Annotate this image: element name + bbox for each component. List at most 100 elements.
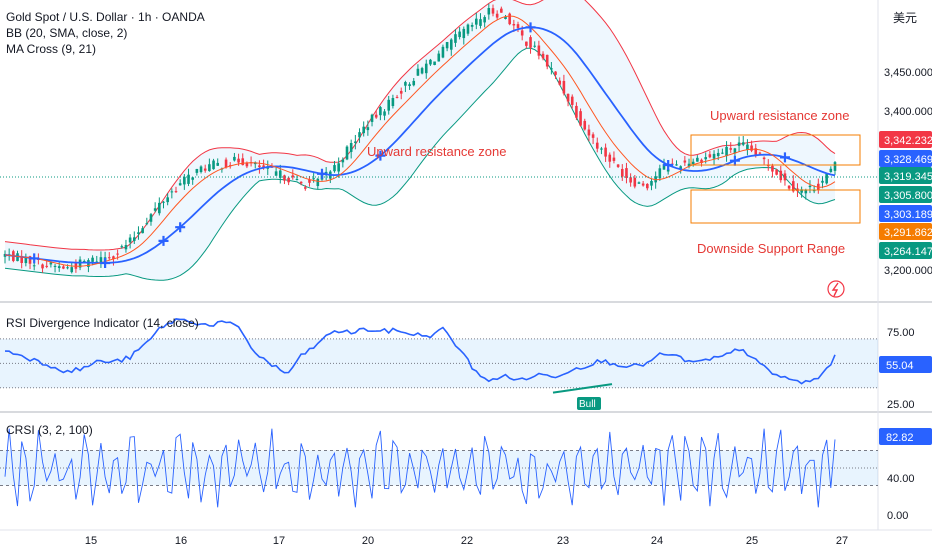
ma-cross-indicator-label[interactable]: MA Cross (9, 21)	[6, 42, 97, 56]
currency-button[interactable]: 美元	[892, 11, 917, 25]
symbol-title[interactable]: Gold Spot / U.S. Dollar · 1h · OANDA	[6, 10, 205, 24]
crsi-tick-label: 0.00	[887, 510, 908, 522]
candle-body	[116, 253, 119, 255]
candle-body	[437, 53, 441, 62]
candle-body	[187, 174, 190, 184]
candle-body	[420, 68, 424, 74]
candle-body	[199, 166, 203, 173]
candle-body	[508, 13, 511, 25]
candle-body	[516, 24, 520, 28]
candle-body	[616, 164, 620, 167]
candle-body	[333, 165, 336, 172]
ma-cross-marker	[525, 22, 536, 33]
candle-body	[758, 152, 762, 154]
candle-body	[737, 142, 741, 146]
bull-badge	[577, 397, 601, 410]
lightning-bolt-icon	[831, 282, 839, 297]
crsi-value-text: 82.82	[886, 432, 914, 444]
candle-body	[70, 267, 74, 273]
candle-body	[137, 232, 140, 234]
candle-body	[28, 256, 32, 264]
candle-body	[625, 168, 628, 178]
candle-body	[212, 160, 215, 170]
candle-body	[504, 16, 507, 20]
candle-body	[283, 175, 286, 181]
candle-body	[746, 144, 749, 150]
crsi-tick-label: 40.00	[887, 473, 915, 485]
candle-body	[646, 183, 649, 189]
candle-body	[821, 180, 824, 183]
candle-body	[383, 111, 386, 116]
candle-body	[600, 148, 603, 150]
candle-body	[362, 126, 365, 134]
candle-body	[95, 261, 99, 263]
rsi-tick-label: 75.00	[887, 327, 915, 339]
bollinger-lower-band	[4, 47, 836, 281]
candle-body	[825, 173, 828, 184]
candle-body	[304, 187, 307, 189]
candle-body	[721, 152, 724, 154]
time-tick-label: 20	[362, 535, 374, 547]
candle-body	[191, 177, 194, 180]
candle-body	[679, 166, 682, 169]
candle-body	[554, 71, 557, 75]
ma-fast-line	[4, 15, 836, 267]
candle-body	[829, 168, 833, 172]
candle-body	[312, 178, 315, 180]
candle-body	[675, 164, 678, 166]
candle-body	[358, 132, 361, 138]
candle-body	[141, 228, 144, 234]
lightning-icon	[827, 280, 845, 298]
candle-body	[762, 157, 766, 160]
candle-body	[771, 165, 774, 172]
crsi-line	[4, 428, 836, 508]
price-label-box	[879, 242, 932, 259]
price-label-text: 3,328.469	[884, 154, 932, 166]
candle-body	[91, 257, 94, 262]
candle-body	[633, 177, 637, 187]
time-tick-label: 27	[836, 535, 848, 547]
candle-body	[174, 191, 178, 193]
candle-body	[541, 53, 545, 59]
candle-body	[158, 202, 161, 214]
candle-body	[775, 169, 778, 175]
bollinger-band-fill	[5, 0, 835, 281]
candle-body	[483, 17, 486, 23]
candle-body	[107, 257, 111, 259]
rsi-legend: RSI Divergence Indicator (14, close)	[6, 315, 199, 331]
bull-badge-text: Bull	[579, 399, 596, 410]
candle-body	[545, 54, 549, 67]
candle-body	[429, 59, 432, 65]
ma-cross-marker	[779, 152, 790, 163]
candle-body	[341, 159, 345, 163]
candle-body	[374, 114, 378, 118]
price-label-text: 3,305.800	[884, 190, 932, 202]
rsi-value-text: 55.04	[886, 360, 914, 372]
ma-cross-marker	[729, 155, 740, 166]
candle-body	[308, 179, 311, 183]
candle-body	[466, 24, 470, 34]
candle-body	[500, 8, 503, 13]
candle-body	[412, 80, 416, 86]
time-tick-label: 16	[175, 535, 187, 547]
candle-body	[725, 146, 728, 157]
crsi-value-box	[879, 428, 932, 445]
candle-body	[366, 127, 370, 131]
candle-body	[20, 256, 23, 263]
price-label-box	[879, 186, 932, 203]
candle-body	[604, 147, 607, 157]
candle-body	[666, 169, 670, 172]
crsi-indicator-label[interactable]: CRSI (3, 2, 100)	[6, 423, 93, 437]
bull-divergence-line	[552, 383, 613, 394]
price-label-text: 3,319.345	[884, 171, 932, 183]
candle-body	[650, 180, 653, 186]
candle-body	[337, 163, 340, 172]
candle-body	[620, 168, 624, 177]
bb-indicator-label[interactable]: BB (20, SMA, close, 2)	[6, 26, 128, 40]
time-tick-label: 25	[746, 535, 758, 547]
rsi-line	[4, 318, 836, 385]
rsi-indicator-label[interactable]: RSI Divergence Indicator (14, close)	[6, 316, 199, 330]
candle-body	[708, 154, 712, 158]
